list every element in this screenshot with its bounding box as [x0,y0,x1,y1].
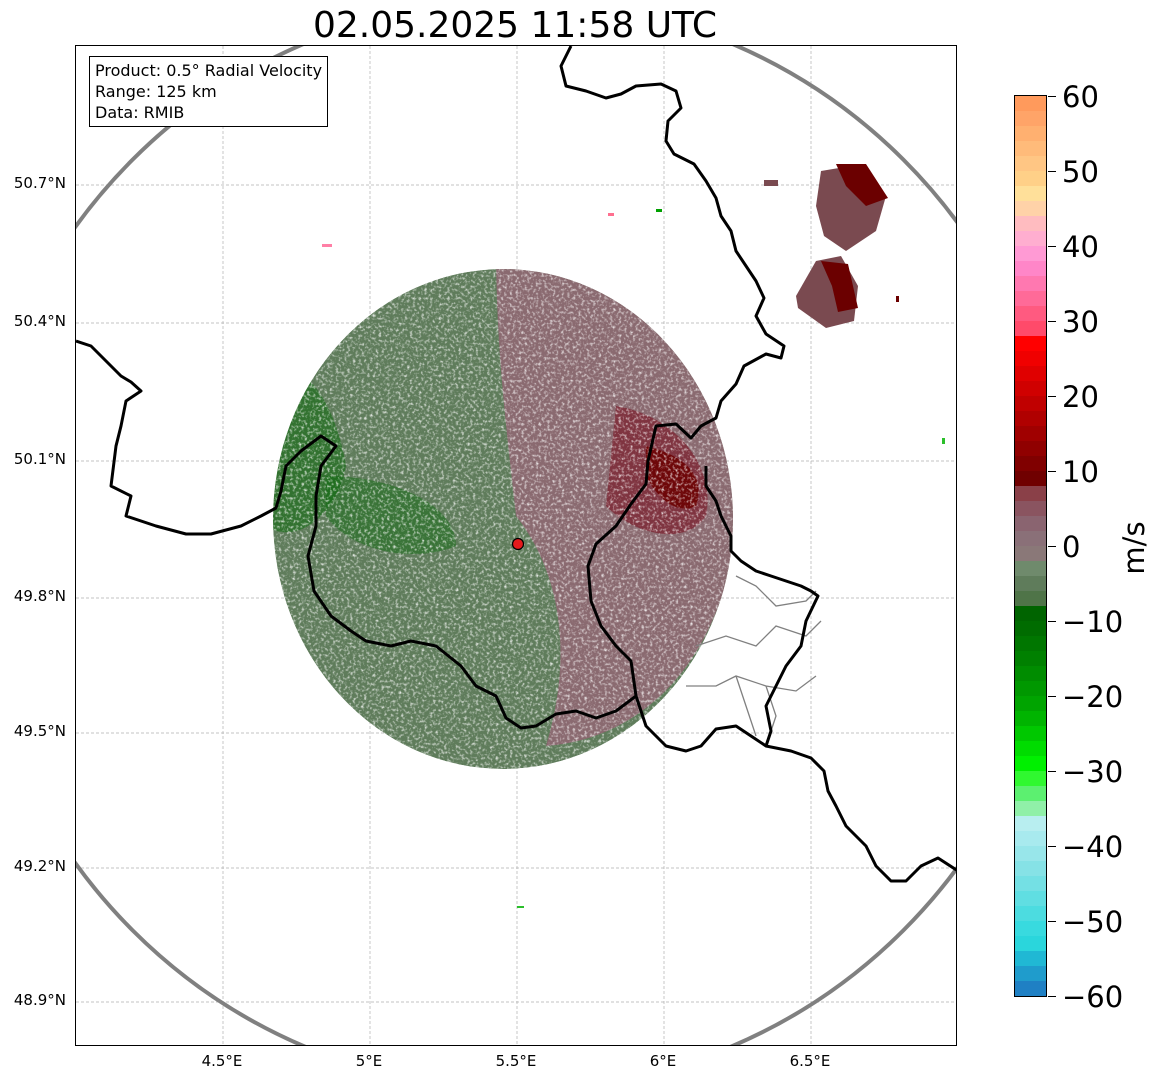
map-canvas [76,46,956,1045]
colorbar-tick-label: −40 [1062,830,1124,864]
colorbar-tick-label: 40 [1062,230,1099,264]
outlier-pixels [322,180,945,908]
lon-tick-label: 4.5°E [201,1052,243,1070]
lat-tick-label: 49.5°N [13,722,66,740]
ne-echo-cells [796,164,888,328]
colorbar-tick-label: 0 [1062,530,1081,564]
lat-tick-label: 50.4°N [13,312,66,330]
colorbar-tick-label: 50 [1062,155,1099,189]
colorbar-tick-label: 20 [1062,380,1099,414]
velocity-colorbar [1014,95,1047,997]
colorbar-tick [1048,321,1056,322]
colorbar-tick [1048,471,1056,472]
colorbar-tick [1048,171,1056,172]
country-borders [76,46,956,883]
colorbar-tick-label: −30 [1062,755,1124,789]
lon-tick-label: 5.5°E [495,1052,537,1070]
lat-tick-label: 49.8°N [13,587,66,605]
chart-title: 02.05.2025 11:58 UTC [312,5,718,46]
colorbar-tick [1048,996,1056,997]
colorbar-tick-label: −20 [1062,680,1124,714]
colorbar-tick-label: −50 [1062,905,1124,939]
colorbar-tick [1048,246,1056,247]
colorbar-tick [1048,546,1056,547]
colorbar-tick [1048,96,1056,97]
lon-tick-label: 6.5°E [789,1052,831,1070]
lat-tick-label: 50.7°N [13,174,66,192]
lon-tick-label: 6°E [649,1052,677,1070]
lat-tick-label: 49.2°N [13,857,66,875]
lon-tick-label: 5°E [355,1052,383,1070]
colorbar-tick [1048,396,1056,397]
colorbar-tick [1048,696,1056,697]
colorbar-tick [1048,921,1056,922]
colorbar-tick-label: −60 [1062,980,1124,1014]
data-source-label: Data: RMIB [95,103,185,122]
velocity-echoes [273,269,733,769]
radar-site-marker [511,537,525,551]
colorbar-tick-label: 60 [1062,80,1099,114]
colorbar-tick [1048,771,1056,772]
colorbar-unit-label: m/s [1117,521,1151,575]
colorbar-tick [1048,846,1056,847]
range-label: Range: 125 km [95,82,217,101]
colorbar-tick-label: −10 [1062,605,1124,639]
product-label: Product: 0.5° Radial Velocity [95,61,323,80]
lat-tick-label: 50.1°N [13,450,66,468]
colorbar-tick-label: 30 [1062,305,1099,339]
radar-map[interactable]: Product: 0.5° Radial Velocity Range: 125… [75,45,957,1046]
product-info-box: Product: 0.5° Radial Velocity Range: 125… [89,56,329,127]
colorbar-tick-label: 10 [1062,455,1099,489]
colorbar-bands [1015,96,1046,996]
lat-tick-label: 48.9°N [13,991,66,1009]
colorbar-tick [1048,621,1056,622]
